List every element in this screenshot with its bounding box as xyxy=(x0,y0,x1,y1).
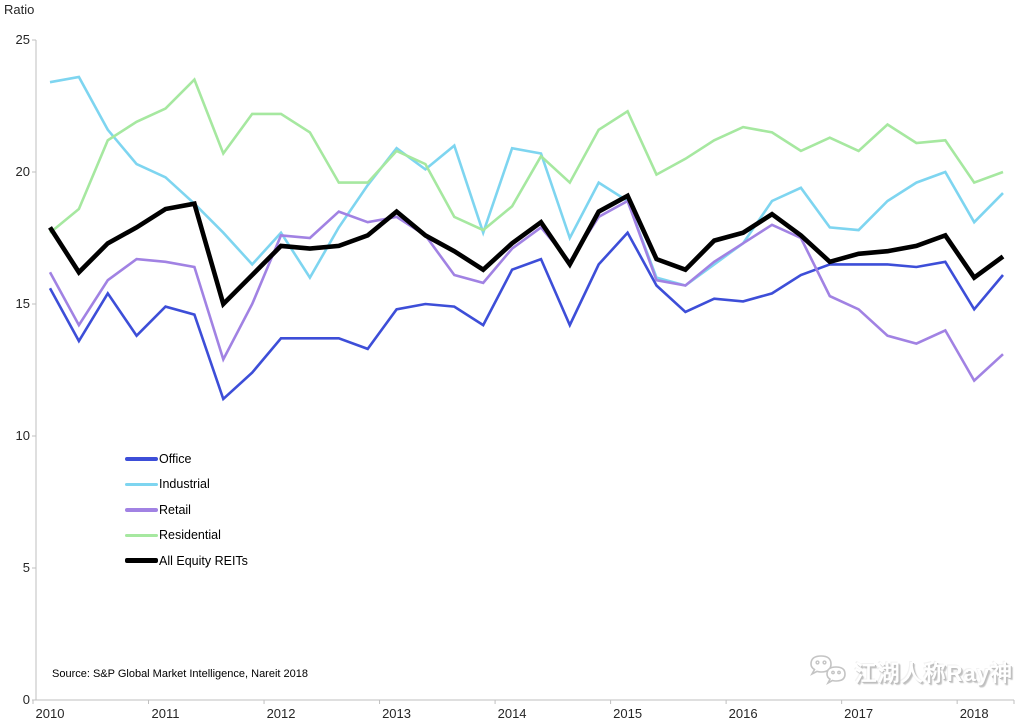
legend-swatch xyxy=(125,457,158,461)
legend-label: Office xyxy=(159,451,192,466)
watermark-text: 江湖人称Ray神 xyxy=(854,661,1013,686)
series-line-residential xyxy=(49,77,1004,234)
y-tick-label: 20 xyxy=(15,164,30,179)
legend-label: Residential xyxy=(159,528,221,543)
legend-swatch xyxy=(125,558,158,564)
x-tick-label: 2016 xyxy=(728,706,758,721)
legend-label: All Equity REITs xyxy=(159,553,248,568)
legend-swatch xyxy=(125,533,158,537)
wechat-icon xyxy=(809,655,846,686)
legend-label: Retail xyxy=(159,502,191,517)
chart-legend: Office Industrial Retail Residential All Equ… xyxy=(125,446,248,574)
x-tick-label: 2011 xyxy=(151,706,180,721)
legend-swatch xyxy=(125,482,158,486)
watermark: 江湖人称Ray神 xyxy=(807,652,1013,692)
y-axis-title: Ratio xyxy=(4,2,35,17)
series-line-office xyxy=(48,230,1004,402)
x-tick-label: 2013 xyxy=(382,706,411,721)
legend-item-retail: Retail xyxy=(125,497,248,523)
series-line-all-equity-reits xyxy=(48,192,1005,309)
series-line-industrial xyxy=(49,75,1004,287)
x-tick-label: 2015 xyxy=(613,706,643,721)
legend-item-office: Office xyxy=(125,446,248,472)
legend-label: Industrial xyxy=(159,477,210,492)
source-note: Source: S&P Global Market Intelligence, … xyxy=(52,668,308,680)
y-tick-label: 15 xyxy=(15,296,30,311)
y-tick-label: 0 xyxy=(22,692,30,707)
legend-item-residential: Residential xyxy=(125,523,248,549)
y-tick-label: 10 xyxy=(15,428,30,443)
legend-swatch xyxy=(125,508,158,512)
x-tick-label: 2010 xyxy=(35,706,65,721)
y-tick-label: 25 xyxy=(15,32,30,47)
x-tick-label: 2018 xyxy=(959,706,989,721)
legend-item-industrial: Industrial xyxy=(125,472,248,498)
legend-item-all-equity-reits: All Equity REITs xyxy=(125,548,248,574)
x-tick-label: 2017 xyxy=(844,706,874,721)
series-line-retail xyxy=(48,199,1004,383)
x-tick-label: 2012 xyxy=(266,706,296,721)
y-tick-label: 5 xyxy=(22,560,30,575)
x-tick-label: 2014 xyxy=(497,706,527,721)
